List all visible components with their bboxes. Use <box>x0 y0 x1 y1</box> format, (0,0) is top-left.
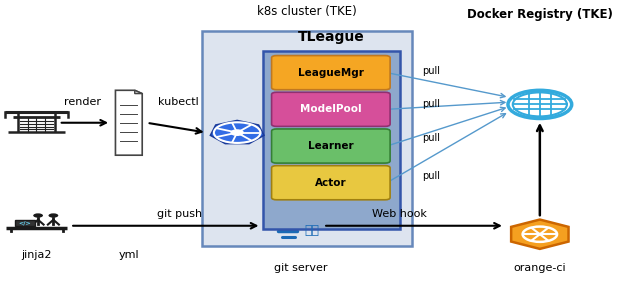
Text: Learner: Learner <box>308 141 354 151</box>
FancyBboxPatch shape <box>15 220 35 226</box>
FancyBboxPatch shape <box>271 129 390 163</box>
Text: pull: pull <box>422 66 440 76</box>
FancyBboxPatch shape <box>271 166 390 200</box>
Text: git push: git push <box>157 209 202 219</box>
Text: LeagueMgr: LeagueMgr <box>298 68 364 78</box>
Circle shape <box>33 213 43 218</box>
Text: 工蜂: 工蜂 <box>305 224 319 237</box>
Text: pull: pull <box>422 171 440 181</box>
Text: pull: pull <box>422 133 440 143</box>
Text: Docker Registry (TKE): Docker Registry (TKE) <box>467 8 612 21</box>
Text: render: render <box>64 97 101 107</box>
Polygon shape <box>511 219 568 249</box>
Text: ModelPool: ModelPool <box>300 104 362 114</box>
Polygon shape <box>115 90 142 155</box>
Text: yml: yml <box>118 251 139 260</box>
Text: </>: </> <box>19 221 31 226</box>
Text: jinja2: jinja2 <box>21 251 52 260</box>
Text: TLeague: TLeague <box>298 30 365 44</box>
Text: orange-ci: orange-ci <box>513 263 566 273</box>
Circle shape <box>49 213 58 218</box>
Circle shape <box>508 90 572 119</box>
FancyBboxPatch shape <box>271 92 390 127</box>
FancyBboxPatch shape <box>202 31 412 245</box>
Polygon shape <box>135 90 142 93</box>
FancyBboxPatch shape <box>271 56 390 90</box>
Text: Web hook: Web hook <box>372 209 427 219</box>
Text: kubectl: kubectl <box>158 97 199 107</box>
Text: k8s cluster (TKE): k8s cluster (TKE) <box>257 5 357 18</box>
Text: git server: git server <box>274 263 328 273</box>
Circle shape <box>231 130 243 135</box>
Text: pull: pull <box>422 99 440 109</box>
Text: Actor: Actor <box>315 178 347 188</box>
FancyBboxPatch shape <box>262 51 399 229</box>
Polygon shape <box>211 121 264 144</box>
